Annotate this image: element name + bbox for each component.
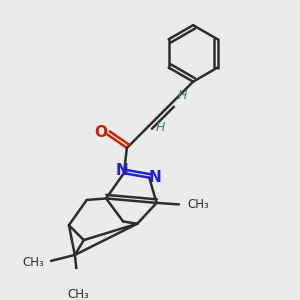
Text: H: H bbox=[178, 89, 187, 102]
Text: CH₃: CH₃ bbox=[23, 256, 44, 269]
Text: N: N bbox=[116, 163, 129, 178]
Text: N: N bbox=[148, 169, 161, 184]
Text: O: O bbox=[94, 124, 107, 140]
Text: H: H bbox=[156, 121, 165, 134]
Text: CH₃: CH₃ bbox=[187, 198, 209, 211]
Text: CH₃: CH₃ bbox=[68, 288, 89, 300]
